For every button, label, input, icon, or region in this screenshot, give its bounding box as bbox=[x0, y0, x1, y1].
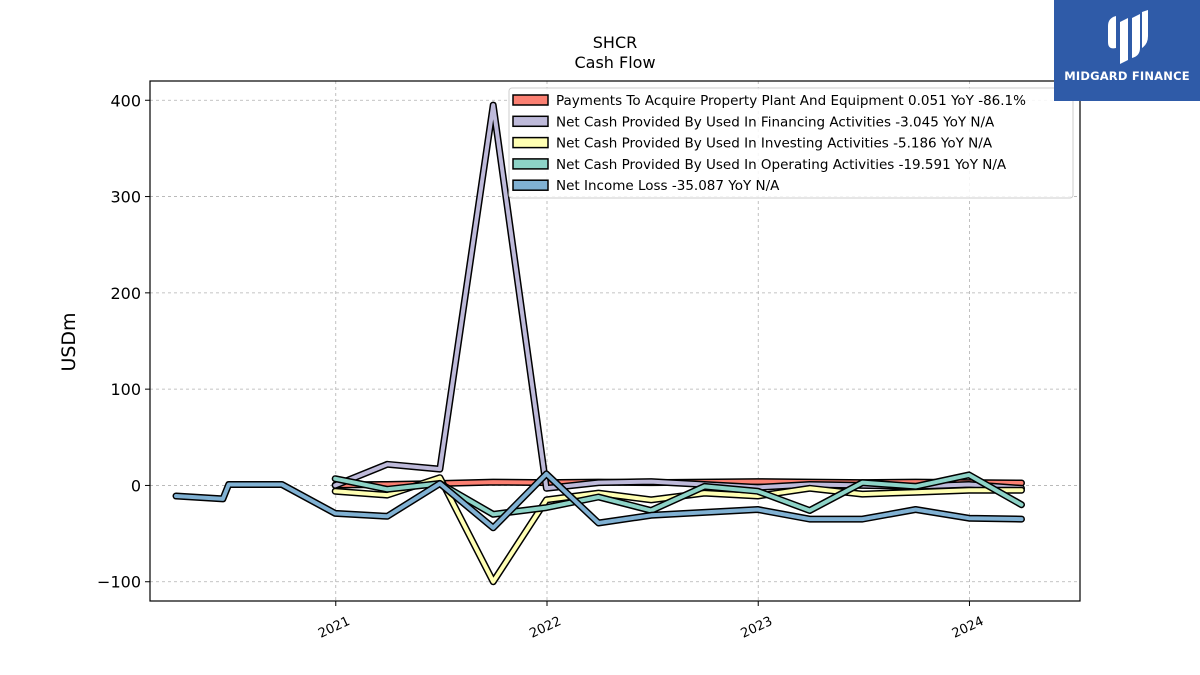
series-lines bbox=[172, 101, 1025, 586]
y-tick-label: −100 bbox=[97, 573, 141, 592]
legend-swatch bbox=[512, 136, 549, 149]
legend-box bbox=[508, 87, 1074, 199]
series-line bbox=[174, 471, 1024, 530]
legend-label: Net Cash Provided By Used In Operating A… bbox=[556, 157, 1007, 173]
y-tick-label: 200 bbox=[110, 284, 141, 303]
legend-label: Net Cash Provided By Used In Financing A… bbox=[556, 114, 995, 130]
legend-label: Net Income Loss -35.087 YoY N/A bbox=[556, 178, 780, 194]
y-tick-label: 0 bbox=[131, 476, 141, 495]
legend-swatch bbox=[512, 179, 549, 191]
x-tick-label: 2023 bbox=[739, 614, 775, 642]
midgard-finance-logo: MIDGARD FINANCE bbox=[1054, 0, 1200, 101]
x-tick-label: 2024 bbox=[950, 614, 986, 642]
legend-label: Payments To Acquire Property Plant And E… bbox=[556, 93, 1026, 109]
logo-mark-icon bbox=[1108, 10, 1148, 64]
y-axis-ticks: −100 0 100 200 300 400 bbox=[97, 91, 150, 592]
x-axis-ticks: 2021 2022 2023 2024 bbox=[316, 601, 986, 642]
legend-item: Net Cash Provided By Used In Operating A… bbox=[512, 157, 1007, 173]
chart-subtitle: Cash Flow bbox=[574, 53, 655, 72]
legend-item: Net Income Loss -35.087 YoY N/A bbox=[512, 178, 780, 194]
logo-text: MIDGARD FINANCE bbox=[1064, 69, 1190, 83]
y-tick-label: 400 bbox=[110, 91, 141, 110]
legend-item: Net Cash Provided By Used In Investing A… bbox=[512, 136, 993, 152]
series-4 bbox=[172, 470, 1025, 532]
y-tick-label: 300 bbox=[110, 188, 141, 207]
x-tick-label: 2022 bbox=[527, 614, 563, 642]
legend-swatch bbox=[512, 115, 549, 128]
legend-item: Payments To Acquire Property Plant And E… bbox=[512, 93, 1026, 109]
y-tick-label: 100 bbox=[110, 380, 141, 399]
y-axis-label: USDm bbox=[58, 312, 80, 371]
legend-label: Net Cash Provided By Used In Investing A… bbox=[556, 136, 993, 152]
legend-swatch bbox=[512, 158, 549, 170]
plot-frame bbox=[149, 80, 1081, 602]
legend: Payments To Acquire Property Plant And E… bbox=[508, 87, 1074, 199]
chart-title: SHCR bbox=[593, 33, 637, 52]
legend-item: Net Cash Provided By Used In Financing A… bbox=[512, 114, 995, 130]
x-tick-label: 2021 bbox=[316, 614, 352, 642]
series-2 bbox=[331, 474, 1025, 586]
legend-swatch bbox=[512, 94, 549, 106]
